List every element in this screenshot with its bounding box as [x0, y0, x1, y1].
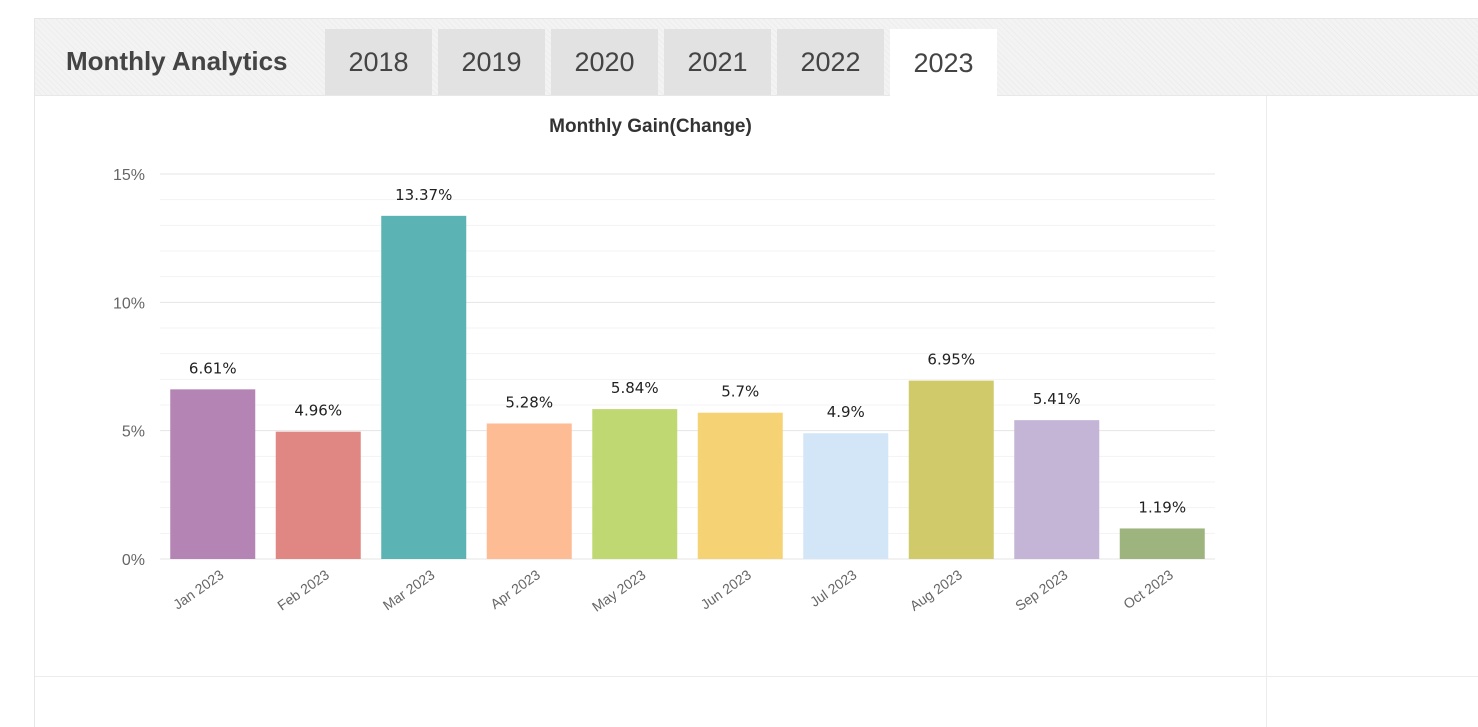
bar — [170, 389, 256, 559]
x-tick-label: Feb 2023 — [274, 566, 332, 613]
x-tick-label: Oct 2023 — [1120, 566, 1176, 612]
bar — [1014, 420, 1100, 559]
bar — [803, 433, 889, 559]
tab-2022[interactable]: 2022 — [777, 29, 884, 95]
analytics-panel: Monthly Analytics 2018 2019 2020 2021 20… — [34, 18, 1478, 727]
tab-2018[interactable]: 2018 — [325, 29, 432, 95]
x-tick-label: Jun 2023 — [698, 566, 755, 612]
panel-title: Monthly Analytics — [66, 46, 288, 76]
data-label: 5.28% — [505, 393, 553, 411]
bar — [592, 409, 678, 559]
y-tick-label: 15% — [113, 167, 145, 184]
data-label: 6.61% — [189, 359, 237, 377]
data-label: 5.7% — [721, 383, 759, 401]
x-tick-label: Jul 2023 — [807, 566, 860, 610]
chart-title: Monthly Gain(Change) — [549, 116, 752, 137]
bar — [1119, 528, 1205, 559]
bar — [908, 380, 994, 559]
data-label: 4.96% — [294, 402, 342, 420]
tab-2023[interactable]: 2023 — [890, 29, 997, 96]
y-tick-label: 5% — [122, 424, 145, 441]
data-label: 6.95% — [927, 351, 975, 369]
data-label: 4.9% — [827, 403, 865, 421]
tab-bar: Monthly Analytics 2018 2019 2020 2021 20… — [35, 19, 1478, 96]
row-divider — [35, 676, 1478, 677]
data-label: 13.37% — [395, 186, 452, 204]
bar-chart: 0% 5% 10% 15% 6.61% Jan 2023 4.96% Feb 2023 13.3… — [113, 167, 1215, 615]
tab-2020[interactable]: 2020 — [551, 29, 658, 95]
y-tick-label: 0% — [122, 552, 145, 569]
x-tick-label: Mar 2023 — [380, 566, 438, 613]
x-tick-label: Jan 2023 — [170, 566, 227, 612]
x-tick-label: Aug 2023 — [907, 566, 965, 614]
x-tick-label: Sep 2023 — [1012, 566, 1070, 614]
bar — [381, 215, 467, 559]
data-label: 5.41% — [1033, 390, 1081, 408]
y-tick-label: 10% — [113, 295, 145, 312]
bar — [697, 412, 783, 559]
x-tick-label: Apr 2023 — [487, 566, 543, 612]
data-label: 5.84% — [611, 379, 659, 397]
column-divider — [1266, 96, 1267, 727]
bar — [486, 423, 572, 559]
tab-2021[interactable]: 2021 — [664, 29, 771, 95]
bar — [275, 431, 361, 559]
x-tick-label: May 2023 — [589, 566, 649, 614]
tab-2019[interactable]: 2019 — [438, 29, 545, 95]
data-label: 1.19% — [1138, 498, 1186, 516]
